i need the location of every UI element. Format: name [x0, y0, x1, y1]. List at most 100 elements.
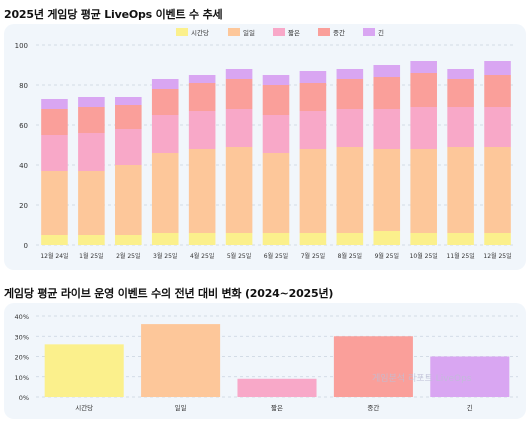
bar-segment [115, 97, 142, 105]
bar-segment [447, 233, 474, 245]
bar-segment [41, 235, 68, 245]
x-tick-label: 짧은 [271, 404, 283, 412]
x-tick-label: 시간당 [75, 403, 93, 412]
x-tick-label: 10월 25일 [410, 252, 438, 260]
x-tick-label: 6월 25일 [264, 252, 288, 260]
bar-segment [336, 233, 364, 245]
bar-segment [188, 111, 216, 149]
bar-segment [336, 69, 364, 79]
x-tick-label: 1월 25일 [79, 252, 103, 260]
bar-segment [373, 65, 401, 77]
legend-label: 긴 [378, 28, 384, 37]
legend-swatch [318, 28, 330, 36]
bar [237, 378, 317, 397]
x-tick-label: 4월 25일 [190, 252, 214, 260]
x-tick-label: 5월 25일 [227, 252, 251, 260]
bar-segment [78, 171, 105, 235]
bar-segment [373, 77, 401, 109]
bar-segment [447, 79, 474, 107]
bar-segment [299, 111, 327, 149]
y-tick-label: 20 [19, 202, 28, 210]
bar-segment [373, 231, 401, 245]
bar-segment [447, 107, 474, 147]
bar-segment [336, 147, 364, 233]
y-tick-label: 0 [24, 242, 28, 250]
bar-segment [225, 79, 253, 109]
bar-segment [484, 147, 511, 233]
x-tick-label: 12월 25일 [483, 252, 511, 260]
bar-segment [188, 149, 216, 233]
bar-segment [373, 149, 401, 231]
legend-label: 시간당 [191, 28, 209, 37]
bar-segment [151, 153, 179, 233]
bar-segment [78, 107, 105, 133]
bar-segment [225, 233, 253, 245]
bar-segment [484, 107, 511, 147]
bar-segment [225, 109, 253, 147]
y-tick-label: 20% [15, 354, 29, 362]
bar-segment [115, 165, 142, 235]
x-tick-label: 12월 24일 [40, 252, 68, 260]
y-tick-label: 10% [15, 374, 29, 382]
bar-segment [115, 235, 142, 245]
y-tick-label: 0% [19, 394, 29, 402]
legend-swatch [273, 28, 285, 36]
bar-segment [373, 109, 401, 149]
bar-segment [410, 233, 437, 245]
bar-chart: 0% 10% 20% 30% 40% 시간당 일일 짧은 중간 긴 [15, 313, 518, 412]
bar-segment [151, 233, 179, 245]
legend-swatch [228, 28, 240, 36]
x-tick-label: 3월 25일 [153, 252, 177, 260]
bar-segment [262, 75, 290, 85]
chart1-title: 2025년 게임당 평균 LiveOps 이벤트 수 추세 [4, 8, 223, 21]
bar-segment [41, 99, 68, 109]
stacked-bar-chart: 0 20 40 60 80 100 12월 24일 1월 25일 2월 25일 3월 25일 4월 … [15, 28, 516, 260]
legend-swatch [176, 28, 188, 36]
bar-segment [78, 97, 105, 107]
bar-segment [299, 149, 327, 233]
y-tick-label: 40 [19, 162, 28, 170]
y-tick-label: 100 [15, 42, 28, 50]
x-tick-label: 일일 [175, 403, 187, 412]
bar [430, 356, 510, 397]
bar-segment [78, 235, 105, 245]
bar-segment [41, 171, 68, 235]
legend-swatch [363, 28, 375, 36]
y-tick-label: 80 [19, 82, 28, 90]
bar-segment [225, 147, 253, 233]
bar-segment [188, 233, 216, 245]
watermark: 게임분석 리포트 LiveOps [372, 374, 472, 384]
bar-segment [336, 79, 364, 109]
bar-segment [188, 83, 216, 111]
bar-segment [447, 69, 474, 79]
bar-segment [410, 73, 437, 107]
y-tick-label: 40% [15, 313, 29, 321]
x-tick-label: 중간 [367, 403, 379, 412]
y-tick-label: 30% [15, 333, 29, 341]
bar [44, 344, 124, 397]
bar-segment [410, 107, 437, 149]
bar-segment [115, 105, 142, 129]
bar-segment [41, 135, 68, 171]
x-tick-label: 긴 [467, 403, 473, 412]
legend-label: 중간 [333, 28, 345, 37]
bar-segment [78, 133, 105, 171]
bar-segment [225, 69, 253, 79]
bar [333, 336, 413, 397]
bar-segment [115, 129, 142, 165]
bar-segment [262, 233, 290, 245]
x-tick-label: 11월 25일 [447, 252, 475, 260]
bar-segment [262, 85, 290, 115]
x-tick-label: 8월 25일 [338, 252, 362, 260]
chart1-panel: 0 20 40 60 80 100 12월 24일 1월 25일 2월 25일 3월 25일 4월 … [4, 24, 526, 270]
chart2-panel: 0% 10% 20% 30% 40% 시간당 일일 짧은 중간 긴 [4, 303, 526, 419]
y-tick-label: 60 [19, 122, 28, 130]
bar-segment [262, 153, 290, 233]
bar [141, 324, 221, 397]
bar-segment [447, 147, 474, 233]
bar-segment [299, 233, 327, 245]
bar-segment [484, 61, 511, 75]
x-tick-label: 9월 25일 [375, 252, 399, 260]
legend-label: 일일 [243, 28, 255, 37]
x-tick-label: 7월 25일 [301, 252, 325, 260]
